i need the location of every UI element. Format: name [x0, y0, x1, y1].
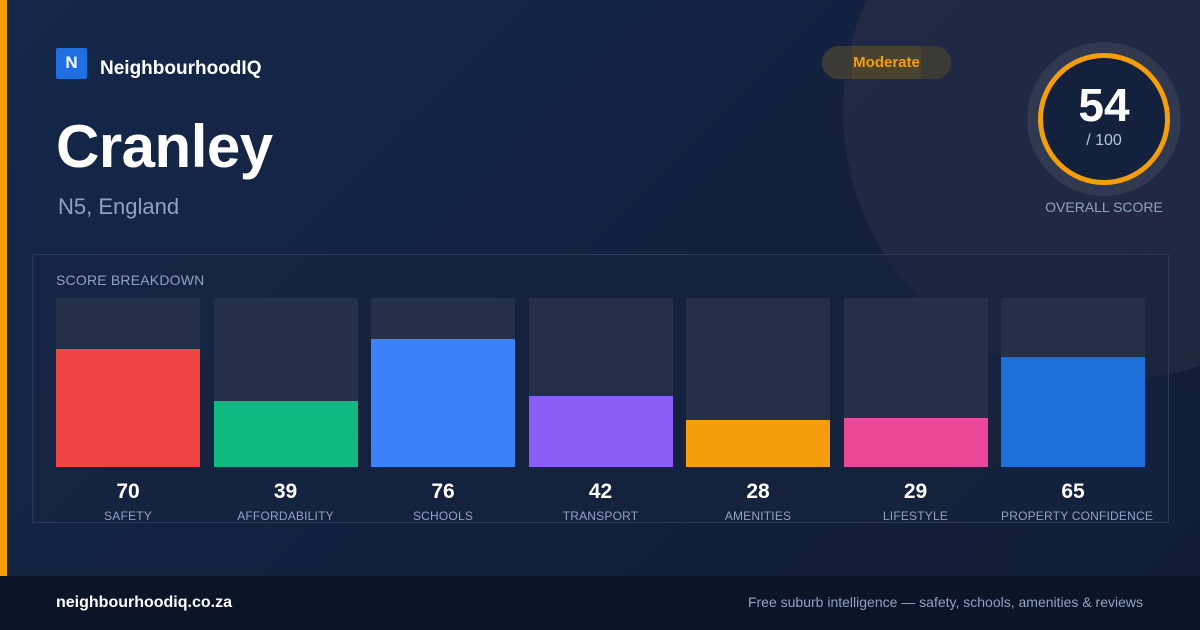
breakdown-title: SCORE BREAKDOWN	[56, 272, 205, 288]
overall-score-value: 54	[1078, 79, 1130, 131]
place-subtitle: N5, England	[58, 194, 180, 219]
bar-value: 65	[1061, 480, 1085, 503]
overall-score-label: OVERALL SCORE	[1045, 199, 1163, 215]
bar-fill-safety	[56, 349, 200, 467]
rating-badge: Moderate	[822, 46, 951, 79]
bar-fill-affordability	[213, 401, 358, 467]
bar-track	[843, 298, 988, 467]
bar-fill-schools	[371, 339, 515, 467]
bar-label: SCHOOLS	[412, 509, 474, 523]
bar-fill-transport	[528, 396, 673, 467]
bar-label: AFFORDABILITY	[237, 509, 334, 523]
bar-track	[56, 298, 200, 467]
bar-value: 39	[273, 480, 298, 503]
bar-affordability: 39 AFFORDABILITY	[213, 298, 358, 523]
bar-label: AMENITIES	[724, 509, 792, 523]
score-ring	[1038, 53, 1170, 185]
overall-score-max: / 100	[1086, 132, 1122, 149]
brand[interactable]: N NeighbourhoodIQ	[56, 46, 261, 80]
bar-track	[371, 298, 515, 467]
brand-logo-icon: N	[56, 47, 87, 79]
accent-strip	[0, 0, 7, 576]
bar-value: 42	[588, 480, 613, 503]
bar-value: 28	[746, 480, 770, 503]
footer-domain-link[interactable]: neighbourhoodiq.co.za	[56, 594, 232, 611]
bar-fill-property-confidence	[1001, 357, 1145, 467]
bar-property-confidence: 65 PROPERTY CONFIDENCE	[1001, 298, 1153, 523]
bar-label: TRANSPORT	[562, 509, 639, 523]
footer-tagline: Free suburb intelligence — safety, schoo…	[747, 594, 1143, 610]
bar-amenities: 28 AMENITIES	[686, 298, 830, 523]
bar-label: PROPERTY CONFIDENCE	[1001, 509, 1154, 523]
bar-fill-lifestyle	[843, 418, 988, 467]
bar-track	[213, 298, 358, 467]
rating-badge-label: Moderate	[853, 54, 920, 71]
bar-label: SAFETY	[104, 509, 152, 523]
bar-fill-amenities	[686, 420, 830, 467]
bar-label: LIFESTYLE	[882, 509, 949, 523]
score-breakdown-panel: SCORE BREAKDOWN 70 SAFETY 39 AFFORDABILITY 7…	[32, 254, 1169, 523]
bar-track	[1001, 298, 1145, 467]
bar-value: 76	[431, 480, 455, 503]
bar-track	[528, 298, 673, 467]
bar-transport: 42 TRANSPORT	[528, 298, 673, 523]
place-title: Cranley	[56, 113, 273, 180]
bar-value: 70	[116, 480, 140, 503]
bar-value: 29	[903, 480, 928, 503]
bar-lifestyle: 29 LIFESTYLE	[843, 298, 988, 523]
brand-name: NeighbourhoodIQ	[100, 58, 262, 79]
footer: neighbourhoodiq.co.za Free suburb intell…	[0, 576, 1200, 630]
bar-track	[686, 298, 830, 467]
bar-safety: 70 SAFETY	[56, 298, 200, 523]
overall-score-gauge: 54 / 100	[1027, 42, 1181, 196]
bar-schools: 76 SCHOOLS	[371, 298, 515, 523]
